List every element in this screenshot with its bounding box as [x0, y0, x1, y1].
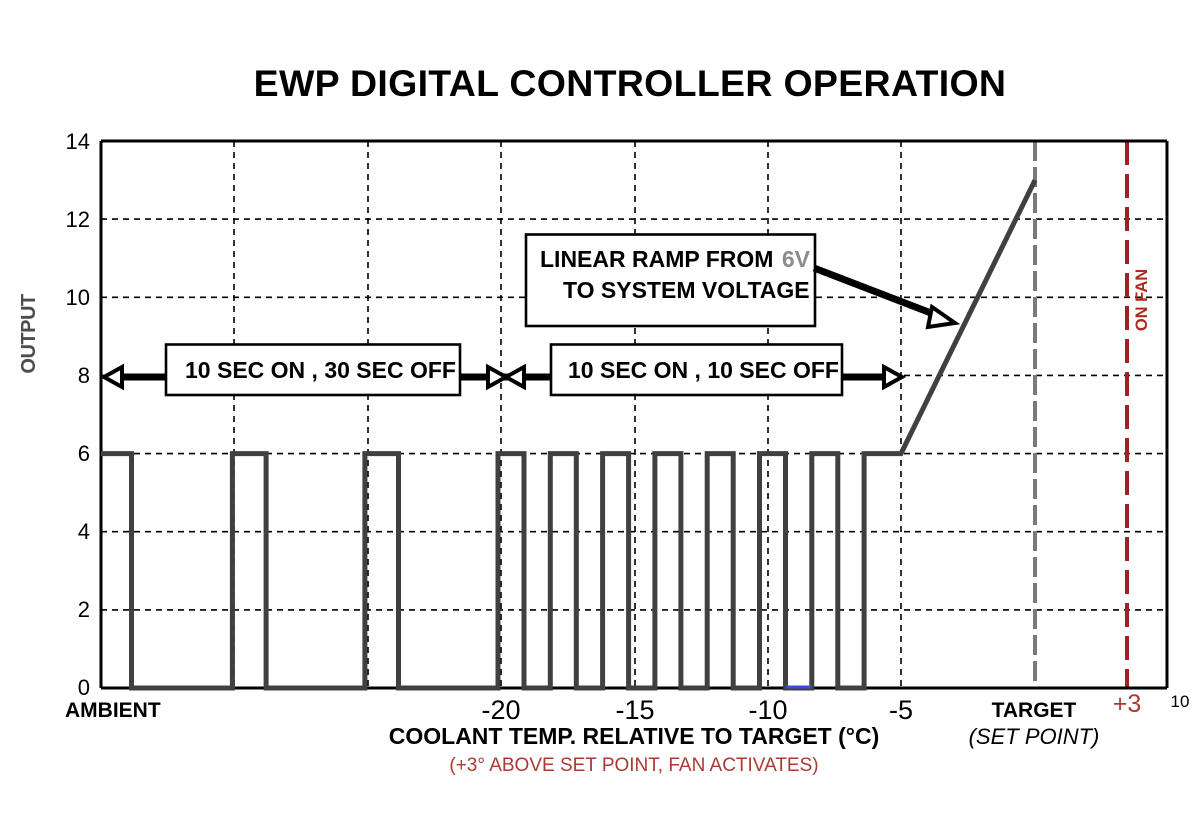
- svg-text:14: 14: [66, 129, 90, 154]
- svg-text:10 SEC ON , 30 SEC OFF: 10 SEC ON , 30 SEC OFF: [185, 357, 456, 383]
- svg-text:TARGET: TARGET: [992, 699, 1077, 722]
- svg-text:0: 0: [78, 675, 90, 700]
- svg-text:TO SYSTEM VOLTAGE: TO SYSTEM VOLTAGE: [563, 277, 810, 303]
- svg-text:(+3° ABOVE SET POINT, FAN ACTI: (+3° ABOVE SET POINT, FAN ACTIVATES): [449, 755, 818, 776]
- svg-text:-5: -5: [889, 695, 913, 725]
- svg-text:OUTPUT: OUTPUT: [18, 294, 40, 374]
- svg-text:10: 10: [1171, 692, 1190, 711]
- svg-text:10 SEC ON , 10 SEC OFF: 10 SEC ON , 10 SEC OFF: [568, 357, 839, 383]
- svg-text:-10: -10: [748, 695, 787, 725]
- svg-text:6V: 6V: [782, 246, 811, 272]
- svg-text:-20: -20: [481, 695, 520, 725]
- svg-text:2: 2: [78, 597, 90, 622]
- svg-text:COOLANT TEMP. RELATIVE TO TARG: COOLANT TEMP. RELATIVE TO TARGET (°C): [389, 723, 880, 749]
- svg-text:LINEAR RAMP FROM: LINEAR RAMP FROM: [540, 246, 773, 272]
- svg-text:12: 12: [66, 207, 90, 232]
- svg-text:-15: -15: [615, 695, 654, 725]
- svg-text:(SET POINT): (SET POINT): [969, 724, 1100, 749]
- svg-text:10: 10: [66, 285, 90, 310]
- svg-text:6: 6: [78, 441, 90, 466]
- svg-text:AMBIENT: AMBIENT: [65, 699, 161, 722]
- svg-text:4: 4: [78, 519, 90, 544]
- svg-text:8: 8: [78, 363, 90, 388]
- svg-text:+3: +3: [1113, 690, 1142, 718]
- svg-text:ON FAN: ON FAN: [1133, 269, 1151, 331]
